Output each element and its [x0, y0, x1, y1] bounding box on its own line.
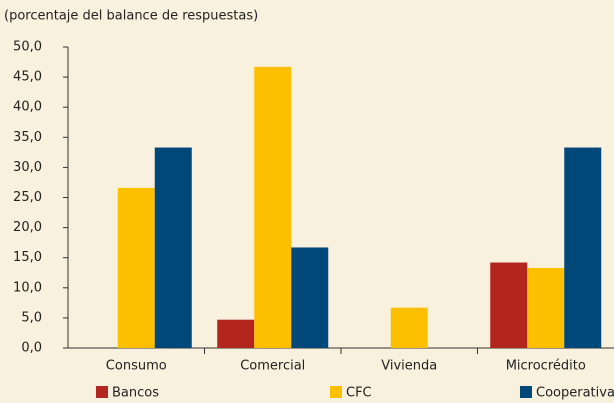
bar: [117, 187, 155, 348]
legend-swatch: [96, 386, 108, 398]
bar: [564, 147, 602, 348]
x-tick-label: Comercial: [240, 359, 305, 374]
y-tick-label: 25,0: [13, 190, 42, 205]
x-tick-label: Microcrédito: [506, 359, 586, 374]
bar: [254, 66, 292, 348]
chart-subtitle: (porcentaje del balance de respuestas): [4, 9, 258, 24]
legend-label: CFC: [346, 386, 372, 401]
legend-label: Cooperativas: [536, 386, 614, 401]
x-tick-label: Vivienda: [381, 359, 437, 374]
legend-swatch: [520, 386, 532, 398]
y-tick-label: 20,0: [13, 220, 42, 235]
bar: [390, 307, 428, 348]
y-tick-label: 0,0: [21, 341, 42, 356]
y-tick-label: 15,0: [13, 250, 42, 265]
x-tick-label: Consumo: [106, 359, 167, 374]
y-tick-label: 45,0: [13, 70, 42, 85]
y-tick-label: 40,0: [13, 100, 42, 115]
y-tick-label: 50,0: [13, 40, 42, 55]
bar: [291, 247, 329, 348]
y-tick-label: 35,0: [13, 130, 42, 145]
legend-label: Bancos: [112, 386, 159, 401]
y-tick-label: 30,0: [13, 160, 42, 175]
bar: [527, 267, 565, 348]
bar: [154, 147, 192, 348]
bar: [490, 262, 528, 348]
y-tick-label: 5,0: [21, 310, 42, 325]
y-tick-label: 10,0: [13, 280, 42, 295]
legend-swatch: [330, 386, 342, 398]
bar: [217, 319, 255, 348]
